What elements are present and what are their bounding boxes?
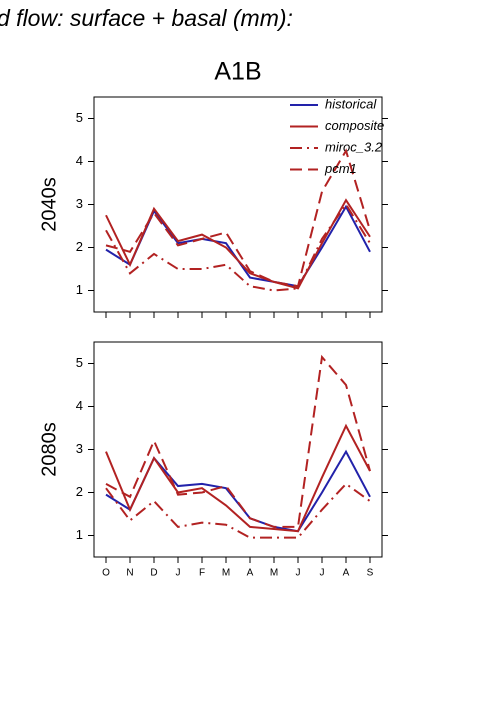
x-tick-label: J <box>320 568 325 579</box>
x-tick-label: O <box>102 568 110 579</box>
x-tick-label: F <box>199 568 205 579</box>
legend-label: composite <box>325 118 384 133</box>
y-tick-label: 2 <box>76 239 83 254</box>
y-tick-label: 5 <box>76 110 83 125</box>
x-tick-label: N <box>126 568 133 579</box>
plot-frame <box>93 341 383 558</box>
chart-title: A1B <box>214 58 261 86</box>
y-tick-label: 3 <box>76 196 83 211</box>
y-tick-label: 1 <box>76 527 83 542</box>
x-tick-label: J <box>296 568 301 579</box>
y-axis-label: 2040s <box>38 177 60 232</box>
x-tick-label: M <box>222 568 230 579</box>
x-tick-label: J <box>176 568 181 579</box>
series-line <box>105 449 371 533</box>
y-tick-label: 2 <box>76 484 83 499</box>
page-title: d flow: surface + basal (mm): <box>0 5 293 31</box>
series-line <box>105 148 371 288</box>
x-tick-label: A <box>247 568 254 579</box>
y-tick-label: 3 <box>76 441 83 456</box>
legend-label: historical <box>325 96 377 111</box>
y-tick-label: 4 <box>76 398 83 413</box>
y-tick-label: 1 <box>76 282 83 297</box>
legend-label: miroc_3.2 <box>325 139 383 154</box>
series-line <box>105 202 371 292</box>
x-tick-label: M <box>270 568 278 579</box>
series-line <box>105 423 371 533</box>
x-tick-label: S <box>367 568 374 579</box>
legend-label: pcm1 <box>324 161 357 176</box>
x-tick-label: A <box>343 568 350 579</box>
x-tick-label: D <box>150 568 157 579</box>
y-tick-label: 4 <box>76 153 83 168</box>
y-axis-label: 2080s <box>38 422 60 477</box>
series-line <box>105 354 371 528</box>
y-tick-label: 5 <box>76 355 83 370</box>
series-line <box>105 482 371 539</box>
